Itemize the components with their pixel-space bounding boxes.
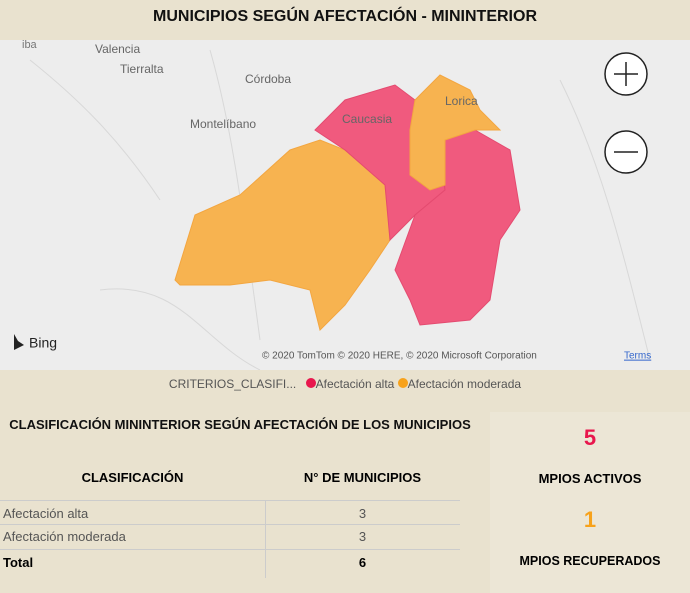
table-title: CLASIFICACIÓN MININTERIOR SEGÚN AFECTACI… <box>9 417 471 432</box>
legend-item: Afectación alta <box>315 377 395 391</box>
legend: CRITERIOS_CLASIFI... Afectación alta Afe… <box>0 377 690 391</box>
bing-logo <box>14 334 24 350</box>
card-label: MPIOS ACTIVOS <box>538 471 642 486</box>
total-cell: Total <box>3 555 34 570</box>
legend-swatch <box>397 378 408 388</box>
copyright: © 2020 TomTom © 2020 HERE, © 2020 Micros… <box>262 351 537 362</box>
region-high <box>394 129 521 326</box>
col-line <box>265 500 266 578</box>
total-cell: 6 <box>358 555 367 570</box>
place: Caucasia <box>342 112 392 126</box>
cell: 3 <box>358 529 367 544</box>
bing: Bing <box>29 335 57 351</box>
place: Montelíbano <box>190 117 256 131</box>
zoom-in-icon <box>614 62 638 86</box>
legend-swatch <box>305 378 316 388</box>
region-moderate <box>409 74 502 191</box>
road <box>29 49 651 370</box>
card-label: MPIOS RECUPERADOS <box>519 554 661 568</box>
place: Córdoba <box>245 72 291 86</box>
legend-title: CRITERIOS_CLASIFI... <box>168 377 297 391</box>
cell: 3 <box>358 506 367 521</box>
card-value: 5 <box>583 425 597 450</box>
cell: Afectación moderada <box>3 529 126 544</box>
row-line <box>0 524 460 525</box>
table-header: CLASIFICACIÓN <box>81 470 184 485</box>
place: Valencia <box>95 42 140 56</box>
row-line <box>0 549 460 550</box>
title: MUNICIPIOS SEGÚN AFECTACIÓN - MININTERIO… <box>153 8 537 25</box>
terms-link[interactable]: Terms <box>624 351 651 362</box>
region-moderate <box>174 139 391 331</box>
place: Lorica <box>445 94 478 108</box>
place: Tierralta <box>120 62 164 76</box>
cards <box>490 412 690 593</box>
legend-item: Afectación moderada <box>407 377 522 391</box>
place: iba <box>22 40 38 51</box>
row-line <box>0 500 460 501</box>
map: iba Valencia Tierralta Córdoba Montelíba… <box>0 40 690 370</box>
table-header: N° DE MUNICIPIOS <box>303 470 422 485</box>
cell: Afectación alta <box>3 506 89 521</box>
card-value: 1 <box>583 507 597 532</box>
